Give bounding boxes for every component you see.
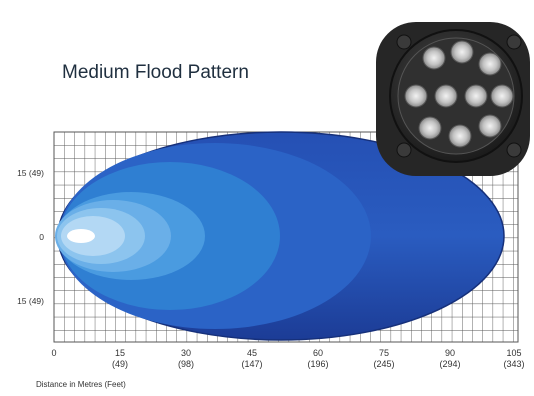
led-array (404, 40, 514, 148)
x-tick-metres: 75 (379, 348, 389, 358)
x-tick-feet: (147) (241, 359, 262, 369)
x-tick-feet: (196) (307, 359, 328, 369)
x-tick-metres: 15 (115, 348, 125, 358)
y-tick-label: 15 (49) (17, 168, 44, 178)
x-tick-feet: (98) (178, 359, 194, 369)
figure-title: Medium Flood Pattern (62, 62, 249, 83)
y-tick-label: 0 (39, 232, 44, 242)
y-axis: 15 (49) 0 15 (49) (17, 168, 44, 306)
x-axis-caption: Distance in Metres (Feet) (36, 380, 126, 389)
x-tick-metres: 90 (445, 348, 455, 358)
x-tick-feet: (245) (373, 359, 394, 369)
x-tick-feet: (49) (112, 359, 128, 369)
x-tick-feet: (343) (503, 359, 524, 369)
x-axis: 0 15 (49) 30 (98) 45 (147) 60 (196) 75 (… (51, 348, 524, 369)
x-tick-feet: (294) (439, 359, 460, 369)
led-floodlight-icon (376, 22, 530, 176)
x-tick-metres: 45 (247, 348, 257, 358)
x-tick-metres: 105 (506, 348, 521, 358)
beam-pattern (55, 131, 505, 341)
beam-hotspot (67, 229, 95, 243)
y-tick-label: 15 (49) (17, 296, 44, 306)
x-tick-metres: 60 (313, 348, 323, 358)
x-tick-metres: 0 (51, 348, 56, 358)
x-tick-metres: 30 (181, 348, 191, 358)
